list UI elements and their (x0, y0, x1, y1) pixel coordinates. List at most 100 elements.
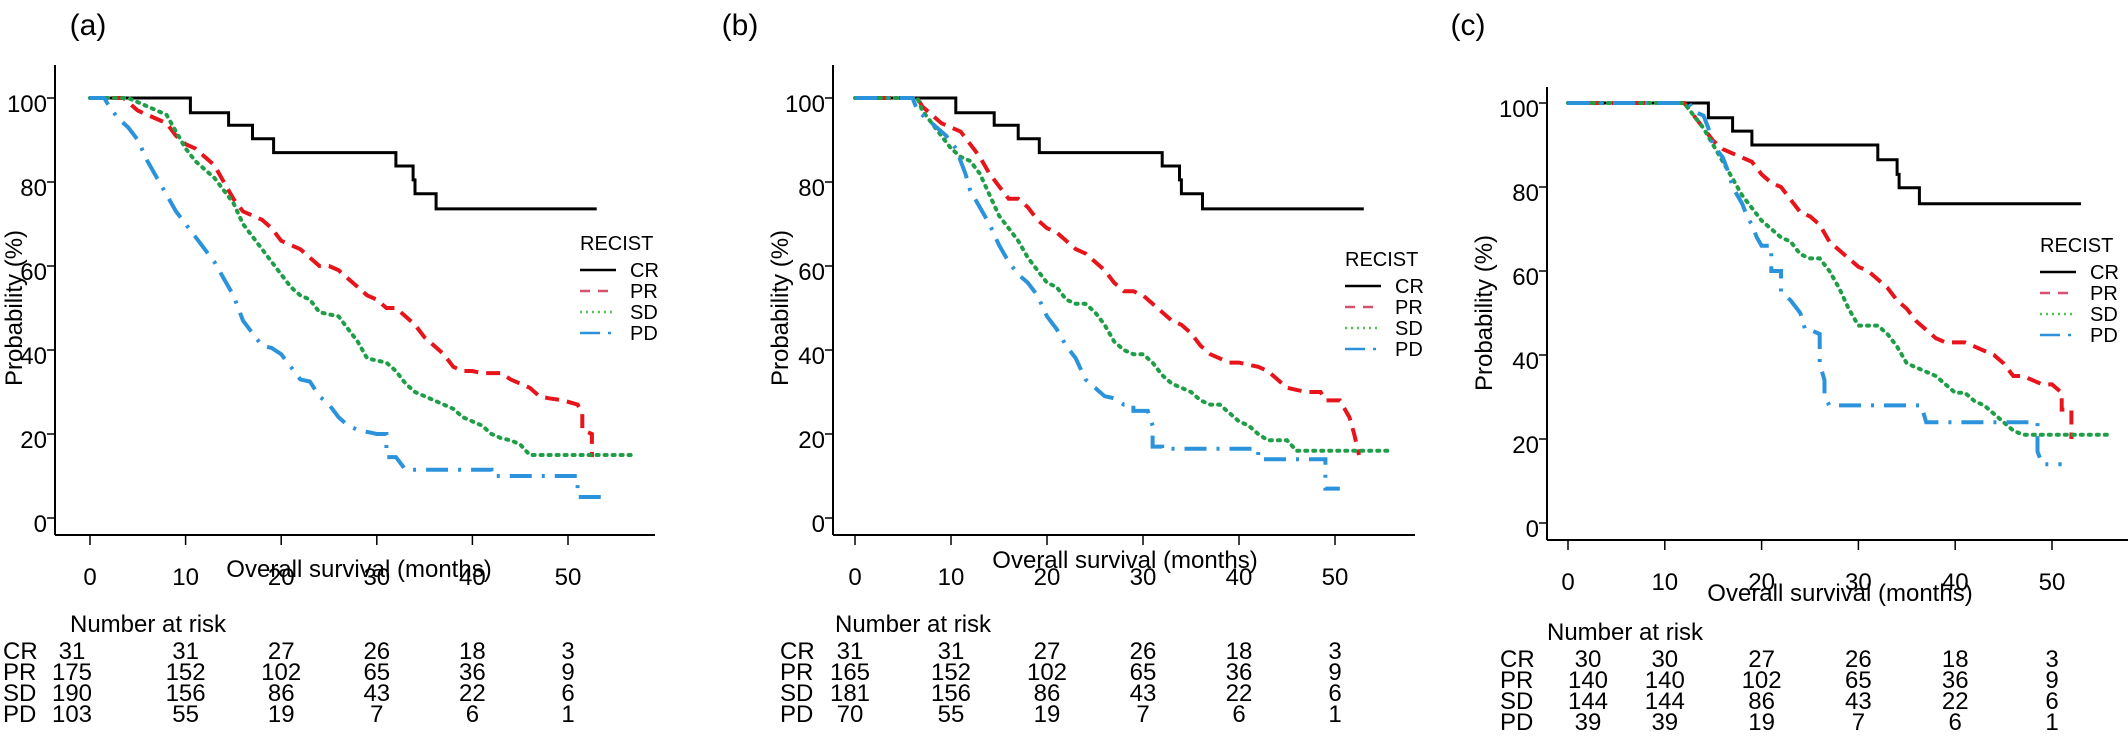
risk-table-title: Number at risk (1547, 619, 1704, 646)
risk-group-label: SD (780, 680, 813, 707)
risk-value: 36 (1942, 667, 1969, 694)
risk-value: 190 (52, 680, 92, 707)
y-tick-label: 100 (785, 91, 825, 118)
risk-group-label: CR (3, 638, 38, 665)
risk-value: 19 (268, 701, 295, 728)
risk-value: 27 (1034, 638, 1061, 665)
y-tick-label: 60 (798, 259, 825, 286)
legend-label-pd: PD (1395, 339, 1423, 361)
y-tick-label: 20 (798, 427, 825, 454)
km-curve-cr (855, 96, 1364, 211)
y-tick-label: 0 (1526, 516, 1539, 543)
x-tick-label: 20 (1748, 569, 1775, 596)
km-curve-pr (1568, 101, 2074, 439)
risk-value: 30 (1575, 646, 1602, 673)
risk-value: 6 (2045, 688, 2058, 715)
risk-value: 9 (561, 659, 574, 686)
y-tick-label: 20 (20, 427, 47, 454)
risk-table: Number at risk CR 30 30 27 26 18 3 PR 140 140 102 65… (1500, 619, 2059, 736)
risk-value: 102 (1742, 667, 1782, 694)
x-tick-label: 30 (1130, 564, 1157, 591)
legend-label-pd: PD (630, 323, 658, 345)
risk-value: 39 (1651, 709, 1678, 736)
risk-value: 6 (1328, 680, 1341, 707)
risk-value: 156 (166, 680, 206, 707)
x-tick-label: 0 (1561, 569, 1574, 596)
legend-label-pd: PD (2090, 325, 2118, 347)
risk-value: 26 (1130, 638, 1157, 665)
y-axis-title: Probability (%) (767, 230, 794, 386)
x-tick-label: 50 (2039, 569, 2066, 596)
km-curve-sd (853, 96, 1395, 453)
risk-value: 102 (1027, 659, 1067, 686)
x-tick-label: 0 (848, 564, 861, 591)
legend-label-sd: SD (1395, 318, 1423, 340)
x-tick-label: 50 (555, 564, 582, 591)
y-tick-label: 60 (20, 259, 47, 286)
risk-value: 102 (261, 659, 301, 686)
legend-title: RECIST (580, 233, 653, 255)
x-tick-label: 30 (1845, 569, 1872, 596)
risk-value: 3 (561, 638, 574, 665)
y-tick-label: 40 (1512, 348, 1539, 375)
risk-value: 55 (938, 701, 965, 728)
x-tick-label: 0 (83, 564, 96, 591)
risk-value: 65 (363, 659, 390, 686)
x-tick-label: 40 (459, 564, 486, 591)
risk-group-label: PR (780, 659, 813, 686)
km-curve-pr (855, 96, 1361, 456)
risk-value: 7 (370, 701, 383, 728)
risk-value: 103 (52, 701, 92, 728)
x-tick-label: 10 (938, 564, 965, 591)
risk-value: 27 (1748, 646, 1775, 673)
risk-value: 86 (1748, 688, 1775, 715)
risk-value: 65 (1130, 659, 1157, 686)
y-tick-label: 60 (1512, 264, 1539, 291)
risk-value: 156 (931, 680, 971, 707)
risk-group-label: PD (780, 701, 813, 728)
y-tick-label: 0 (34, 511, 47, 538)
risk-value: 70 (837, 701, 864, 728)
risk-value: 22 (459, 680, 486, 707)
risk-value: 6 (561, 680, 574, 707)
x-tick-label: 30 (363, 564, 390, 591)
risk-value: 65 (1845, 667, 1872, 694)
risk-value: 22 (1942, 688, 1969, 715)
risk-value: 30 (1651, 646, 1678, 673)
risk-value: 55 (172, 701, 199, 728)
km-curve-pr (90, 96, 594, 458)
risk-value: 144 (1645, 688, 1685, 715)
legend-label-cr: CR (1395, 276, 1424, 298)
legend-title: RECIST (2040, 235, 2113, 257)
panel-c: (c) 0 20 40 60 80 100 0 10 20 30 40 50 Probability (%… (1451, 9, 2128, 736)
risk-value: 19 (1034, 701, 1061, 728)
risk-group-label: PD (1500, 709, 1533, 736)
risk-group-label: SD (3, 680, 36, 707)
panel-label: (a) (70, 9, 107, 42)
risk-table-title: Number at risk (70, 611, 227, 638)
x-axis-title: Overall survival (months) (1707, 580, 1972, 607)
risk-group-label: SD (1500, 688, 1533, 715)
x-tick-label: 20 (268, 564, 295, 591)
risk-value: 31 (938, 638, 965, 665)
legend-title: RECIST (1345, 249, 1418, 271)
x-tick-label: 40 (1226, 564, 1253, 591)
km-curve-pd (1568, 101, 2062, 467)
risk-value: 39 (1575, 709, 1602, 736)
risk-value: 26 (1845, 646, 1872, 673)
y-tick-label: 80 (1512, 180, 1539, 207)
x-tick-label: 50 (1322, 564, 1349, 591)
risk-value: 19 (1748, 709, 1775, 736)
risk-value: 1 (561, 701, 574, 728)
km-curve-cr (1568, 101, 2081, 206)
risk-value: 43 (1130, 680, 1157, 707)
km-curve-sd (1566, 101, 2113, 437)
legend-label-sd: SD (630, 302, 658, 324)
risk-value: 18 (1226, 638, 1253, 665)
km-curve-cr (90, 96, 597, 211)
legend-label-pr: PR (630, 281, 658, 303)
